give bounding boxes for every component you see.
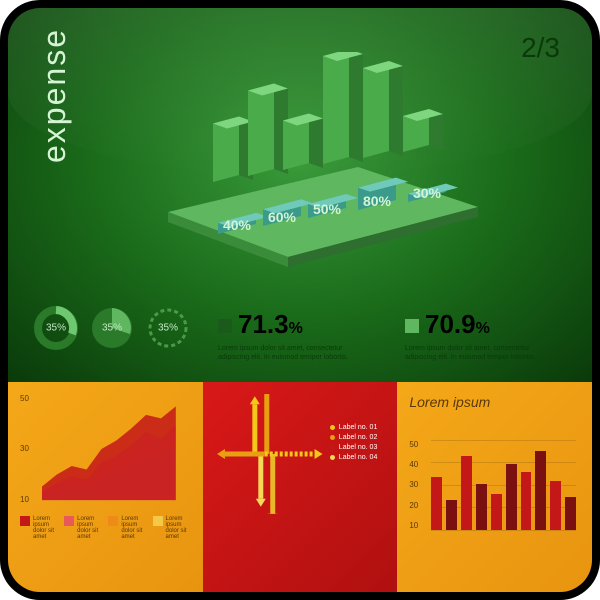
- page-title: expense: [36, 28, 73, 163]
- stat-value: 71.3%: [218, 309, 375, 340]
- svg-text:80%: 80%: [363, 193, 392, 209]
- bar-chart: 50 40 30 20 10: [409, 416, 580, 546]
- label-dot: [330, 455, 335, 460]
- grid-line: [431, 530, 576, 531]
- legend-swatch: [64, 516, 74, 526]
- y-tick: 10: [20, 495, 40, 504]
- area-chart: 50 30 10: [20, 394, 191, 504]
- stat-text: Lorem ipsum dolor sit amet, consectetur …: [218, 344, 375, 362]
- legend-swatch: [153, 516, 163, 526]
- arrow-label-item: Label no. 01: [330, 424, 378, 431]
- bar: [491, 494, 502, 530]
- area-chart-panel: 503010 Lorem ipsum dolor sit ametLorem i…: [8, 382, 203, 592]
- bar: [550, 481, 561, 530]
- donut-label: 35%: [46, 322, 66, 333]
- stat-value: 70.9%: [405, 309, 562, 340]
- y-tick: 20: [409, 501, 429, 510]
- donut-chart: 35%: [32, 304, 80, 352]
- bar: [535, 451, 546, 530]
- donut-group: 35% 35% 35%: [32, 304, 202, 352]
- stat-block: 70.9% Lorem ipsum dolor sit amet, consec…: [405, 309, 562, 362]
- svg-text:50%: 50%: [313, 201, 342, 217]
- donut-chart: 35%: [144, 304, 192, 352]
- legend-item: Lorem ipsum dolor sit amet: [153, 516, 191, 540]
- stats-row: 71.3% Lorem ipsum dolor sit amet, consec…: [218, 309, 562, 362]
- area-y-axis: 50 30 10: [20, 394, 40, 504]
- infographic-inner: expense 2/3 40% 60% 50% 80% 30% 35%35%35…: [8, 8, 592, 592]
- stat-block: 71.3% Lorem ipsum dolor sit amet, consec…: [218, 309, 375, 362]
- bar: [431, 477, 442, 529]
- arrow-label-item: Label no. 04: [330, 454, 378, 461]
- bar: [521, 472, 532, 529]
- donut-chart: 35%: [88, 304, 136, 352]
- y-tick: 50: [409, 440, 429, 449]
- legend-text: Lorem ipsum dolor sit amet: [33, 516, 58, 540]
- legend-text: Lorem ipsum dolor sit amet: [77, 516, 102, 540]
- y-tick: 10: [409, 521, 429, 530]
- svg-text:40%: 40%: [223, 217, 252, 233]
- legend-swatch: [108, 516, 118, 526]
- arrow-label-item: Label no. 02: [330, 434, 378, 441]
- label-dot: [330, 445, 335, 450]
- stat-swatch: [218, 319, 232, 333]
- bar: [446, 500, 457, 529]
- arrow-label-item: Label no. 03: [330, 444, 378, 451]
- bar: [461, 456, 472, 530]
- page-indicator: 2/3: [521, 32, 560, 64]
- svg-text:60%: 60%: [268, 209, 297, 225]
- bottom-panels: 503010 Lorem ipsum dolor sit ametLorem i…: [8, 382, 592, 592]
- label-dot: [330, 435, 335, 440]
- y-tick: 40: [409, 460, 429, 469]
- svg-text:30%: 30%: [413, 185, 442, 201]
- bar: [565, 497, 576, 530]
- iso-back-bars: [213, 52, 443, 182]
- bar-chart-panel: Lorem ipsum 50 40 30 20 10: [397, 382, 592, 592]
- label-text: Label no. 01: [339, 424, 378, 431]
- y-tick: 30: [409, 480, 429, 489]
- area-svg: [42, 394, 191, 504]
- donut-label: 35%: [158, 322, 178, 333]
- stat-swatch: [405, 319, 419, 333]
- bar-chart-title: Lorem ipsum: [409, 394, 580, 410]
- top-panel: expense 2/3 40% 60% 50% 80% 30% 35%35%35…: [8, 8, 592, 382]
- legend-item: Lorem ipsum dolor sit amet: [20, 516, 58, 540]
- isometric-3d-chart: 40% 60% 50% 80% 30%: [108, 52, 508, 272]
- bar: [476, 484, 487, 530]
- bars-container: [431, 440, 576, 530]
- arrow-svg: [215, 394, 334, 514]
- stat-text: Lorem ipsum dolor sit amet, consectetur …: [405, 344, 562, 362]
- arrow-diagram: Label no. 01 Label no. 02 Label no. 03 Labe…: [215, 394, 386, 514]
- arrow-panel: Label no. 01 Label no. 02 Label no. 03 Labe…: [203, 382, 398, 592]
- legend-text: Lorem ipsum dolor sit amet: [121, 516, 146, 540]
- label-text: Label no. 04: [339, 454, 378, 461]
- y-tick: 30: [20, 444, 40, 453]
- legend-text: Lorem ipsum dolor sit amet: [166, 516, 191, 540]
- label-text: Label no. 02: [339, 434, 378, 441]
- donut-label: 35%: [102, 322, 122, 333]
- arrow-labels: Label no. 01 Label no. 02 Label no. 03 Labe…: [330, 424, 378, 464]
- label-text: Label no. 03: [339, 444, 378, 451]
- iso-chart-svg: 40% 60% 50% 80% 30%: [108, 52, 508, 272]
- area-legend: Lorem ipsum dolor sit amet Lorem ipsum do…: [20, 516, 191, 540]
- y-tick: 50: [20, 394, 40, 403]
- legend-item: Lorem ipsum dolor sit amet: [64, 516, 102, 540]
- bar-y-axis: 50 40 30 20 10: [409, 440, 429, 530]
- bar: [506, 464, 517, 529]
- label-dot: [330, 425, 335, 430]
- infographic-frame: expense 2/3 40% 60% 50% 80% 30% 35%35%35…: [0, 0, 600, 600]
- legend-item: Lorem ipsum dolor sit amet: [108, 516, 146, 540]
- legend-swatch: [20, 516, 30, 526]
